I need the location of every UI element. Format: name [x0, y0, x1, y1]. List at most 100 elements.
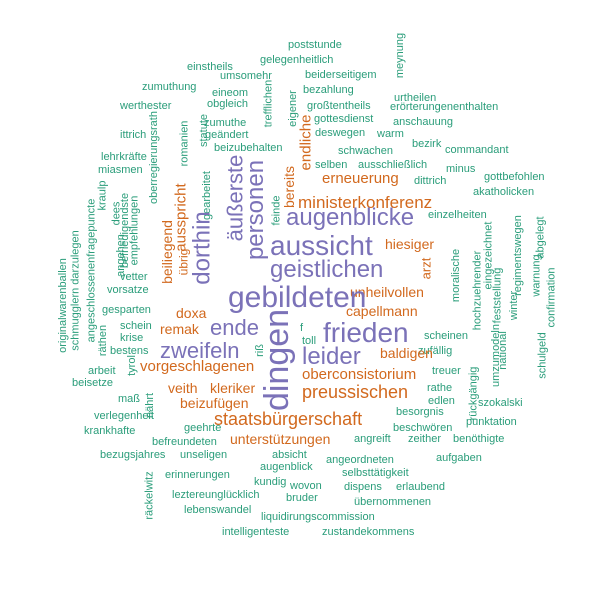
word: zeither	[408, 433, 442, 445]
word: dispens	[344, 481, 382, 493]
word: anschauung	[393, 116, 453, 128]
word: besorgnis	[396, 406, 444, 418]
word: übernommenen	[354, 496, 432, 508]
word: szokalski	[478, 397, 523, 409]
word: urtheilen	[394, 92, 437, 104]
word: beiliegend	[158, 220, 175, 284]
word: gesparten	[102, 304, 151, 316]
word: gottbefohlen	[484, 171, 545, 183]
word: obgleich	[207, 98, 248, 110]
word: frieden	[323, 317, 409, 348]
word: erneuerung	[322, 170, 399, 187]
word: angeschlossenenfragepuncte	[85, 198, 98, 343]
word: liquidirungscommission	[261, 511, 375, 523]
word: toll	[302, 335, 317, 347]
word: äußerste	[222, 154, 248, 242]
word: maß	[118, 393, 140, 405]
word: beiderseitigem	[305, 69, 377, 81]
word: unheilvollen	[350, 284, 424, 300]
word: bestens	[110, 345, 149, 357]
word: dees	[110, 201, 123, 226]
word: hiesiger	[385, 236, 435, 252]
word: f	[300, 322, 304, 334]
word: erlaubend	[396, 481, 445, 493]
word: selben	[315, 159, 348, 171]
word: umzumodeln	[489, 324, 502, 387]
word: ende	[210, 315, 259, 340]
word: beizufügen	[180, 395, 249, 411]
word: trefflichen	[262, 79, 275, 128]
word: intelligenteste	[222, 526, 290, 538]
word: umsomehr	[220, 70, 272, 82]
word: verlegenheit	[94, 410, 154, 422]
word: übrig	[176, 248, 191, 276]
word: confirmation	[545, 267, 558, 328]
word: geehrte	[184, 422, 222, 434]
word: zufällig	[418, 345, 453, 357]
word: eineom	[212, 87, 249, 99]
word: miasmen	[98, 164, 143, 176]
word: lehrkräfte	[101, 151, 147, 163]
word: meynung	[394, 32, 407, 79]
word: leider	[302, 343, 361, 370]
word: vorsatze	[107, 284, 149, 296]
word: bezahlung	[303, 84, 354, 96]
word: wovon	[290, 480, 322, 492]
word: zumuthe	[204, 117, 247, 129]
word: beisetze	[72, 377, 113, 389]
word: remak	[160, 321, 199, 337]
word: unterstützungen	[230, 431, 331, 447]
word: staatsbürgerschaft	[214, 409, 363, 429]
word: nährt	[144, 392, 157, 419]
word: befreundeten	[152, 436, 217, 448]
word: punktation	[466, 416, 517, 428]
word: abgelegt	[534, 216, 547, 259]
word: poststunde	[288, 39, 342, 51]
word: endliche	[297, 114, 315, 171]
word: beizubehalten	[214, 142, 283, 154]
word: vorgeschlagenen	[140, 358, 255, 375]
word: oberregierungsrath	[147, 111, 160, 204]
word: feststellung	[491, 267, 504, 324]
word: krise	[120, 332, 144, 344]
word: rückgängig	[467, 366, 480, 421]
word: geändert	[205, 129, 249, 141]
word: zweifeln	[160, 338, 240, 363]
word: winter	[508, 290, 521, 321]
word: arzt	[418, 257, 434, 280]
word: großtentheils	[307, 100, 371, 112]
word: dittrich	[414, 175, 447, 187]
word: benöthigte	[453, 433, 505, 445]
word: treuer	[432, 365, 461, 377]
word: schmugglern darzulegen	[69, 230, 82, 351]
word: warm	[377, 128, 404, 140]
word: moralische	[450, 248, 463, 303]
word: regimentswegen	[511, 215, 524, 296]
word: schein	[120, 320, 152, 332]
word: rathe	[427, 382, 453, 394]
word: zustandekommens	[322, 526, 415, 538]
word: kundig	[254, 476, 287, 488]
word: geistlichen	[270, 256, 384, 283]
word: bezugsjahres	[100, 449, 166, 461]
word: arbeit	[88, 365, 116, 377]
word: hochzuehrender	[471, 250, 484, 331]
word: lebenswandel	[184, 504, 252, 516]
word: angreift	[354, 433, 391, 445]
word: bezirk	[412, 138, 442, 150]
word: selbsttätigkeit	[342, 467, 409, 479]
word: warnung	[530, 254, 543, 297]
word: kraulp	[96, 180, 109, 211]
word: absicht	[272, 449, 307, 461]
word: unseligen	[180, 449, 228, 461]
word: gottesdienst	[314, 113, 374, 125]
word: commandant	[445, 144, 509, 156]
word: augenblicke	[286, 204, 415, 231]
word: ausspricht	[172, 183, 190, 252]
word: statute	[198, 113, 211, 148]
word: baldigen	[380, 345, 433, 361]
word: minus	[446, 163, 476, 175]
word: schwachen	[338, 145, 394, 157]
word: doxa	[176, 305, 207, 321]
